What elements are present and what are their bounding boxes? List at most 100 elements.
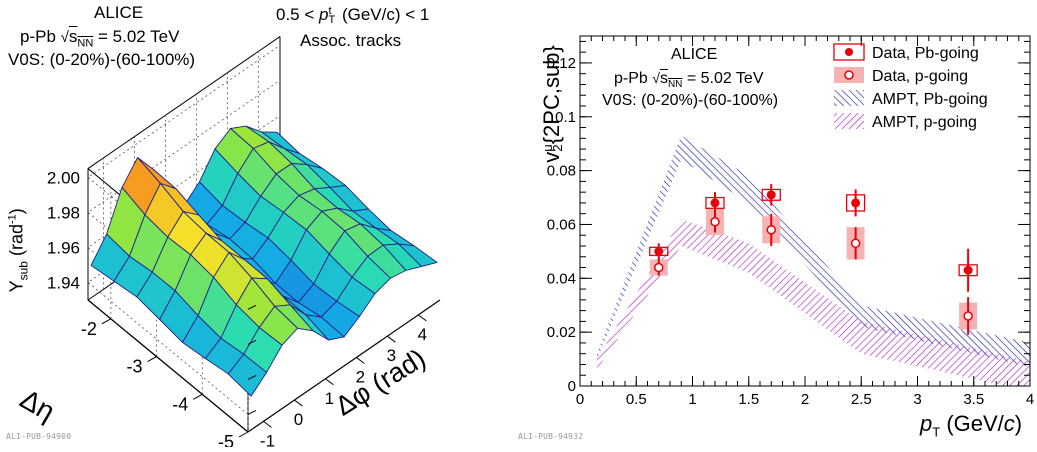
legend-ampt-pb-swatch — [834, 90, 864, 106]
surface-plot: -2 -3 -4 -5 -1 0 1 2 3 4 2.00 1.98 1.96 1.94 — [47, 36, 441, 452]
y-tick-label: 0.12 — [547, 55, 576, 72]
p-going-point — [654, 262, 664, 273]
pb-going-point — [654, 246, 664, 256]
dphi-tick — [418, 314, 427, 322]
right-energy-s: s — [659, 70, 668, 87]
left-pt-range-right: (GeV/c) < 1 — [341, 5, 430, 24]
x-tick-label: 2 — [801, 391, 809, 408]
z-tick — [247, 304, 257, 310]
legend-label: AMPT, p-going — [872, 114, 977, 131]
left-system-label: p-Pb √sNN = 5.02 TeV — [20, 28, 179, 52]
z-tick — [247, 374, 257, 380]
surface-plot-panel: -2 -3 -4 -5 -1 0 1 2 3 4 2.00 1.98 1.96 1.94 ALICE p-… — [0, 0, 518, 452]
p-going-point — [710, 217, 720, 227]
v2-axes: 0 0.5 1 1.5 2 2.5 3 3.5 4 0 0.02 0.04 0.06 0.08 0.1 0.1… — [547, 35, 1034, 408]
p-going-point — [963, 311, 973, 321]
z-tick — [247, 339, 257, 345]
dphi-tick-label: 1 — [325, 389, 334, 408]
legend-p-marker — [844, 70, 854, 80]
pb-going-point — [710, 198, 720, 208]
left-zaxis-unit-sup: -1 — [6, 214, 19, 224]
z-tick-label: 2.00 — [47, 168, 80, 187]
deta-tick-label: -2 — [81, 319, 97, 339]
right-yaxis-rest: {2PC,sub} — [539, 45, 564, 145]
dphi-tick-label: 0 — [294, 410, 303, 429]
left-zaxis-unit-end: ) — [6, 208, 27, 215]
dphi-tick-label: 3 — [387, 346, 396, 365]
y-tick-label: 0.06 — [547, 216, 576, 233]
legend-entry: AMPT, p-going — [834, 113, 977, 131]
left-experiment-label: ALICE — [94, 3, 144, 22]
dphi-tick-label: 2 — [356, 367, 365, 386]
x-tick-label: 1 — [688, 391, 696, 408]
right-system-prefix: p-Pb — [614, 70, 648, 87]
deta-axis-line — [87, 299, 249, 433]
left-zaxis-sub: sub — [16, 261, 31, 281]
x-tick-label: 1.5 — [738, 391, 759, 408]
back-top-phi — [87, 36, 281, 169]
pb-going-point — [766, 190, 776, 200]
legend-entry: Data, p-going — [834, 67, 968, 85]
y-tick-label: 0.1 — [555, 109, 576, 126]
left-zaxis-title: Ysub (rad-1) — [4, 190, 33, 310]
right-xaxis-title: pT (GeV/c) — [920, 412, 1022, 444]
dphi-tick — [387, 335, 396, 343]
deta-tick-label: -3 — [127, 357, 143, 377]
right-yaxis-v: v — [539, 151, 564, 163]
v2-plot: 0 0.5 1 1.5 2 2.5 3 3.5 4 0 0.02 0.04 0.06 0.08 0.1 0.1… — [547, 35, 1034, 408]
y-tick-label: 0 — [568, 378, 576, 395]
legend-label: Data, p-going — [872, 68, 968, 85]
ampt-bands — [596, 135, 1030, 386]
left-energy-value: = 5.02 TeV — [98, 27, 180, 46]
v2-plot-panel: 0 0.5 1 1.5 2 2.5 3 3.5 4 0 0.02 0.04 0.06 0.08 0.1 0.1… — [518, 0, 1037, 447]
deta-tick — [147, 356, 157, 363]
y-tick-label: 0.08 — [547, 163, 576, 180]
dphi-tick — [294, 399, 303, 407]
dphi-tick — [356, 357, 365, 364]
right-xaxis-unit-end: ) — [1014, 411, 1023, 436]
dphi-tick — [325, 378, 334, 386]
deta-tick-label: -4 — [172, 394, 188, 414]
dphi-axis-line — [247, 299, 441, 433]
legend-ampt-p-swatch — [834, 113, 864, 129]
left-pt-symbol: p — [319, 5, 329, 24]
right-yaxis-title: v μ 2 {2PC,sub} — [539, 24, 565, 184]
legend-label: AMPT, Pb-going — [872, 91, 988, 108]
left-pt-sub: T — [328, 13, 336, 26]
left-pt-sup: t — [328, 4, 332, 17]
right-xaxis-sub: T — [932, 424, 941, 440]
left-watermark: ALI-PUB-94900 — [6, 432, 72, 441]
left-zaxis-unit: (rad — [6, 223, 27, 256]
deta-tick — [101, 318, 112, 325]
left-assoc-label: Assoc. tracks — [300, 31, 402, 50]
dphi-tick-label: -1 — [260, 431, 275, 447]
deta-tick-label: -5 — [218, 432, 234, 447]
right-energy-sub: NN — [667, 79, 683, 91]
x-tick-label: 2.5 — [851, 391, 872, 408]
z-tick-label: 1.94 — [47, 273, 80, 292]
p-going-point — [850, 238, 861, 249]
legend-pb-marker — [845, 48, 853, 56]
x-tick-label: 4 — [1026, 391, 1034, 408]
surface-mesh — [90, 125, 438, 397]
legend-entry: AMPT, Pb-going — [834, 90, 988, 108]
right-experiment-label: ALICE — [671, 46, 718, 63]
dphi-tick — [263, 420, 272, 428]
left-pt-range-left: 0.5 < — [276, 5, 315, 24]
p-going-point — [766, 225, 776, 235]
right-system-label: p-Pb √sNN = 5.02 TeV — [614, 69, 764, 94]
right-energy-value: = 5.02 TeV — [686, 70, 764, 87]
right-xaxis-unit: (GeV/ — [946, 411, 1004, 436]
left-sqrt-symbol: √ — [60, 29, 69, 46]
surface-cell — [227, 353, 268, 397]
legend-entry: Data, Pb-going — [833, 43, 979, 62]
left-v0s-label: V0S: (0-20%)-(60-100%) — [8, 50, 196, 69]
pb-going-point — [851, 198, 861, 208]
deta-tick — [193, 393, 203, 400]
left-zaxis-y: Y — [6, 280, 27, 293]
v2-legend: Data, Pb-going Data, p-going AMPT, Pb-goin… — [833, 43, 988, 131]
z-tick-label: 1.96 — [47, 238, 80, 257]
y-tick-label: 0.02 — [547, 324, 576, 341]
deta-tick — [238, 431, 249, 438]
